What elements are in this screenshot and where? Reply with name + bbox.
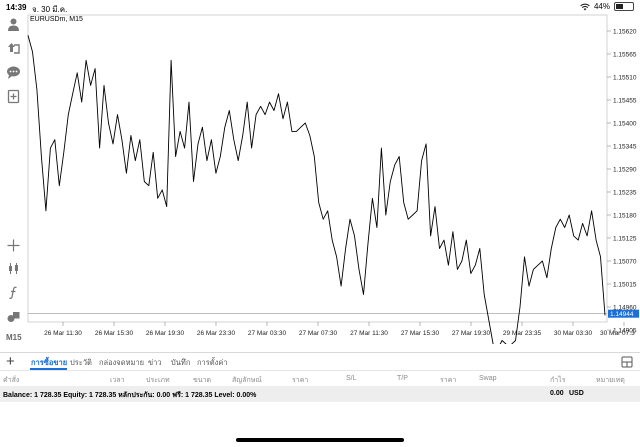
col-order: คำสั่ง [3, 377, 20, 384]
panel-toggle-icon[interactable] [621, 356, 633, 368]
x-tick-label: 26 Mar 23:30 [197, 330, 236, 337]
y-tick-label: 1.15125 [613, 236, 637, 243]
battery-level [616, 4, 624, 9]
bottom-tabs: + การซื้อขาย ประวัติ กล่องจดหมาย ข่าว บั… [0, 352, 640, 370]
crosshair-icon [7, 239, 20, 252]
account-currency: USD [569, 390, 584, 397]
symbol-label: EURUSDm, M15 [30, 16, 83, 23]
col-time: เวลา [110, 377, 125, 384]
col-symbol: สัญลักษณ์ [232, 377, 262, 384]
y-tick-label: 1.15070 [613, 259, 637, 266]
person-icon [8, 18, 19, 31]
current-price-tag [608, 309, 639, 318]
col-price: ราคา [440, 377, 457, 384]
y-tick-label: 1.15290 [613, 167, 637, 174]
tab-history[interactable]: ประวัติ [70, 358, 92, 367]
y-tick-label: 1.14905 [613, 328, 637, 335]
status-indicators: 44% [580, 2, 634, 11]
col-open-price: ราคา [292, 377, 309, 384]
new-order-button[interactable] [5, 88, 22, 105]
orders-table-header: คำสั่ง เวลา ประเภท ขนาด สัญลักษณ์ ราคา S… [0, 370, 640, 386]
y-tick-label: 1.14960 [613, 305, 637, 312]
x-tick-label: 26 Mar 15:30 [95, 330, 134, 337]
chat-button[interactable] [5, 64, 22, 81]
balance-bar: Balance: 1 728.35 Equity: 1 728.35 หลักป… [0, 386, 640, 402]
indicators-button[interactable] [5, 284, 22, 301]
x-tick-label: 27 Mar 03:30 [248, 330, 287, 337]
add-icon[interactable]: + [6, 353, 15, 370]
tab-trade[interactable]: การซื้อขาย [31, 358, 68, 367]
y-tick-label: 1.15565 [613, 52, 637, 59]
chat-icon [7, 66, 20, 79]
timeframe-button[interactable]: M15 [6, 333, 22, 342]
col-tp: T/P [397, 375, 408, 382]
shapes-icon [7, 312, 20, 322]
account-button[interactable] [5, 16, 22, 33]
col-swap: Swap [479, 375, 497, 382]
col-sl: S/L [346, 375, 357, 382]
tab-settings[interactable]: การตั้งค่า [197, 358, 228, 367]
price-line-series [27, 35, 606, 344]
x-tick-label: 29 Mar 23:35 [503, 330, 542, 337]
status-bar: 14:39 จ. 30 มี.ค. 44% [0, 0, 640, 14]
y-tick-label: 1.15510 [613, 75, 637, 82]
x-tick-label: 30 Mar 03:30 [554, 330, 593, 337]
tab-mailbox[interactable]: กล่องจดหมาย [99, 358, 145, 367]
y-tick-label: 1.15620 [613, 29, 637, 36]
tab-news[interactable]: ข่าว [148, 358, 162, 367]
chart-canvas[interactable]: 1.15620 1.15565 1.15510 1.15455 1.15400 1.153… [27, 14, 640, 344]
col-comment: หมายเหตุ [596, 377, 625, 384]
col-type: ประเภท [146, 377, 170, 384]
current-price-label: 1.14944 [610, 311, 634, 318]
x-tick-label: 27 Mar 15:30 [401, 330, 440, 337]
y-tick-label: 1.15345 [613, 144, 637, 151]
x-tick-label: 30 Mar 07:3 [600, 330, 635, 337]
x-tick-label: 26 Mar 11:30 [44, 330, 82, 337]
left-toolbar: M15 [0, 14, 27, 344]
status-time: 14:39 [6, 3, 27, 12]
chart-type-button[interactable] [5, 260, 22, 277]
plot-frame [27, 14, 608, 323]
price-chart[interactable]: 1.15620 1.15565 1.15510 1.15455 1.15400 1.153… [27, 14, 640, 344]
y-tick-label: 1.15015 [613, 282, 637, 289]
crosshair-button[interactable] [5, 237, 22, 254]
quotes-button[interactable] [5, 40, 22, 57]
y-tick-label: 1.15180 [613, 213, 637, 220]
col-volume: ขนาด [193, 377, 212, 384]
new-order-icon [7, 89, 20, 104]
home-indicator [236, 438, 404, 442]
y-tick-label: 1.15455 [613, 98, 637, 105]
function-icon [9, 286, 17, 299]
total-profit: 0.00 [550, 390, 564, 397]
status-date: จ. 30 มี.ค. [32, 5, 68, 14]
x-tick-label: 27 Mar 07:30 [299, 330, 338, 337]
active-tab-indicator [30, 368, 67, 370]
x-tick-label: 26 Mar 19:30 [146, 330, 185, 337]
tab-journal[interactable]: บันทึก [171, 358, 191, 367]
wifi-icon [580, 3, 590, 10]
y-tick-label: 1.15400 [613, 121, 637, 128]
x-tick-label: 27 Mar 19:30 [452, 330, 491, 337]
battery-percent: 44% [593, 2, 610, 11]
battery-icon [614, 2, 634, 11]
objects-button[interactable] [5, 308, 22, 325]
x-tick-label: 27 Mar 11:30 [350, 330, 388, 337]
col-profit: กำไร [550, 377, 566, 384]
balance-summary: Balance: 1 728.35 Equity: 1 728.35 หลักป… [3, 392, 257, 399]
candlestick-icon [9, 263, 18, 274]
quotes-arrows-icon [8, 43, 20, 54]
y-tick-label: 1.15235 [613, 190, 637, 197]
